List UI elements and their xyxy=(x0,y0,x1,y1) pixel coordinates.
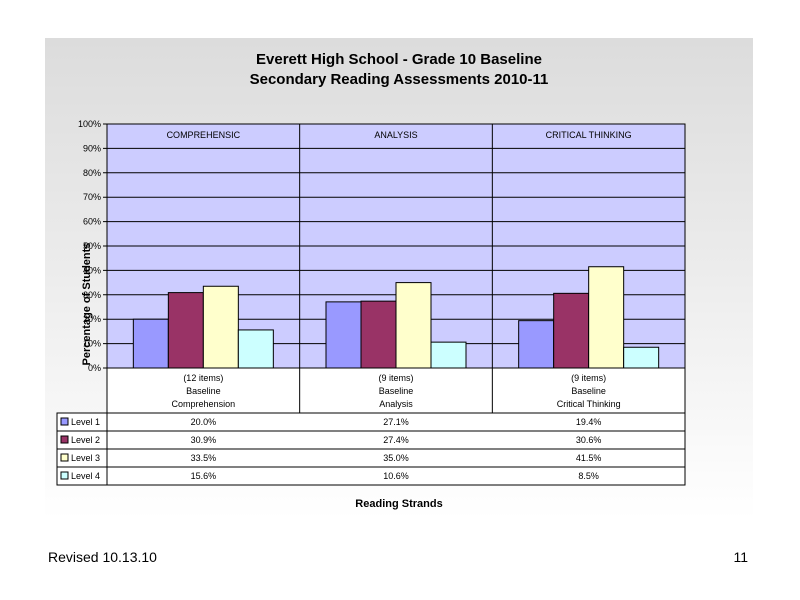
bar xyxy=(553,292,590,369)
chart-title: Everett High School - Grade 10 Baseline xyxy=(256,51,542,68)
x-axis-title: Reading Strands xyxy=(355,498,443,510)
y-tick-label: 80% xyxy=(83,168,101,178)
legend-label: Level 1 xyxy=(71,417,100,427)
category-label: (9 items) xyxy=(378,373,413,383)
data-label: 15.6% xyxy=(191,471,217,481)
bar xyxy=(167,292,204,369)
data-label: 41.5% xyxy=(576,453,602,463)
y-tick-label: 50% xyxy=(83,241,101,251)
data-label: 30.6% xyxy=(576,435,602,445)
page-number: 11 xyxy=(733,549,748,565)
category-label: Comprehension xyxy=(172,399,236,409)
data-label: 35.0% xyxy=(383,453,409,463)
y-tick-label: 0% xyxy=(88,363,101,373)
bar xyxy=(430,341,467,369)
bar xyxy=(360,300,397,369)
bar xyxy=(623,346,660,369)
y-tick-label: 90% xyxy=(83,143,101,153)
bar xyxy=(132,318,169,369)
chart-panel: Everett High School - Grade 10 Baseline … xyxy=(45,38,753,520)
data-label: 27.1% xyxy=(383,417,409,427)
bar xyxy=(202,285,239,369)
category-label: (9 items) xyxy=(571,373,606,383)
revised-date: Revised 10.13.10 xyxy=(48,549,157,565)
data-label: 33.5% xyxy=(191,453,217,463)
category-label: Baseline xyxy=(186,386,221,396)
bar xyxy=(395,282,432,369)
category-label: (12 items) xyxy=(183,373,223,383)
data-label: 10.6% xyxy=(383,471,409,481)
panel-header: COMPREHENSIC xyxy=(167,130,241,140)
chart-svg: 0% 10% 20% 30% 40% 50% 60% 70% 80% 90% 100% COMPREH… xyxy=(56,119,686,486)
bar xyxy=(325,301,362,369)
legend-swatch xyxy=(60,435,69,444)
y-tick-label: 60% xyxy=(83,217,101,227)
bar xyxy=(237,329,274,369)
panel-header: CRITICAL THINKING xyxy=(546,130,632,140)
panel-header: ANALYSIS xyxy=(374,130,417,140)
bar xyxy=(588,266,625,369)
data-label: 27.4% xyxy=(383,435,409,445)
legend-label: Level 2 xyxy=(71,435,100,445)
data-label: 30.9% xyxy=(191,435,217,445)
y-tick-label: 100% xyxy=(78,119,101,129)
data-label: 19.4% xyxy=(576,417,602,427)
category-label: Analysis xyxy=(379,399,413,409)
data-label: 8.5% xyxy=(578,471,599,481)
legend-label: Level 3 xyxy=(71,453,100,463)
data-label: 20.0% xyxy=(191,417,217,427)
y-tick-label: 20% xyxy=(83,314,101,324)
category-label-row xyxy=(106,367,686,414)
legend-swatch xyxy=(60,453,69,462)
chart-subtitle: Secondary Reading Assessments 2010-11 xyxy=(249,71,549,88)
category-label: Baseline xyxy=(379,386,414,396)
legend-swatch xyxy=(60,471,69,480)
legend-label: Level 4 xyxy=(71,471,100,481)
category-label: Critical Thinking xyxy=(557,399,621,409)
category-label: Baseline xyxy=(571,386,606,396)
y-tick-label: 30% xyxy=(83,290,101,300)
y-tick-label: 40% xyxy=(83,265,101,275)
legend-swatch xyxy=(60,417,69,426)
bar xyxy=(518,320,555,369)
y-tick-label: 10% xyxy=(83,339,101,349)
y-tick-label: 70% xyxy=(83,192,101,202)
